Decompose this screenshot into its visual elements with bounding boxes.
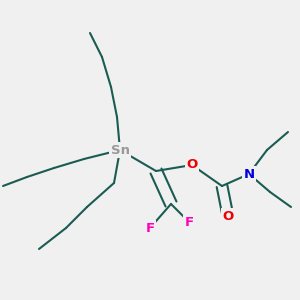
Text: N: N bbox=[243, 167, 255, 181]
Text: O: O bbox=[186, 158, 198, 172]
Text: O: O bbox=[222, 209, 234, 223]
Text: F: F bbox=[146, 221, 154, 235]
Text: F: F bbox=[184, 215, 194, 229]
Text: Sn: Sn bbox=[110, 143, 130, 157]
